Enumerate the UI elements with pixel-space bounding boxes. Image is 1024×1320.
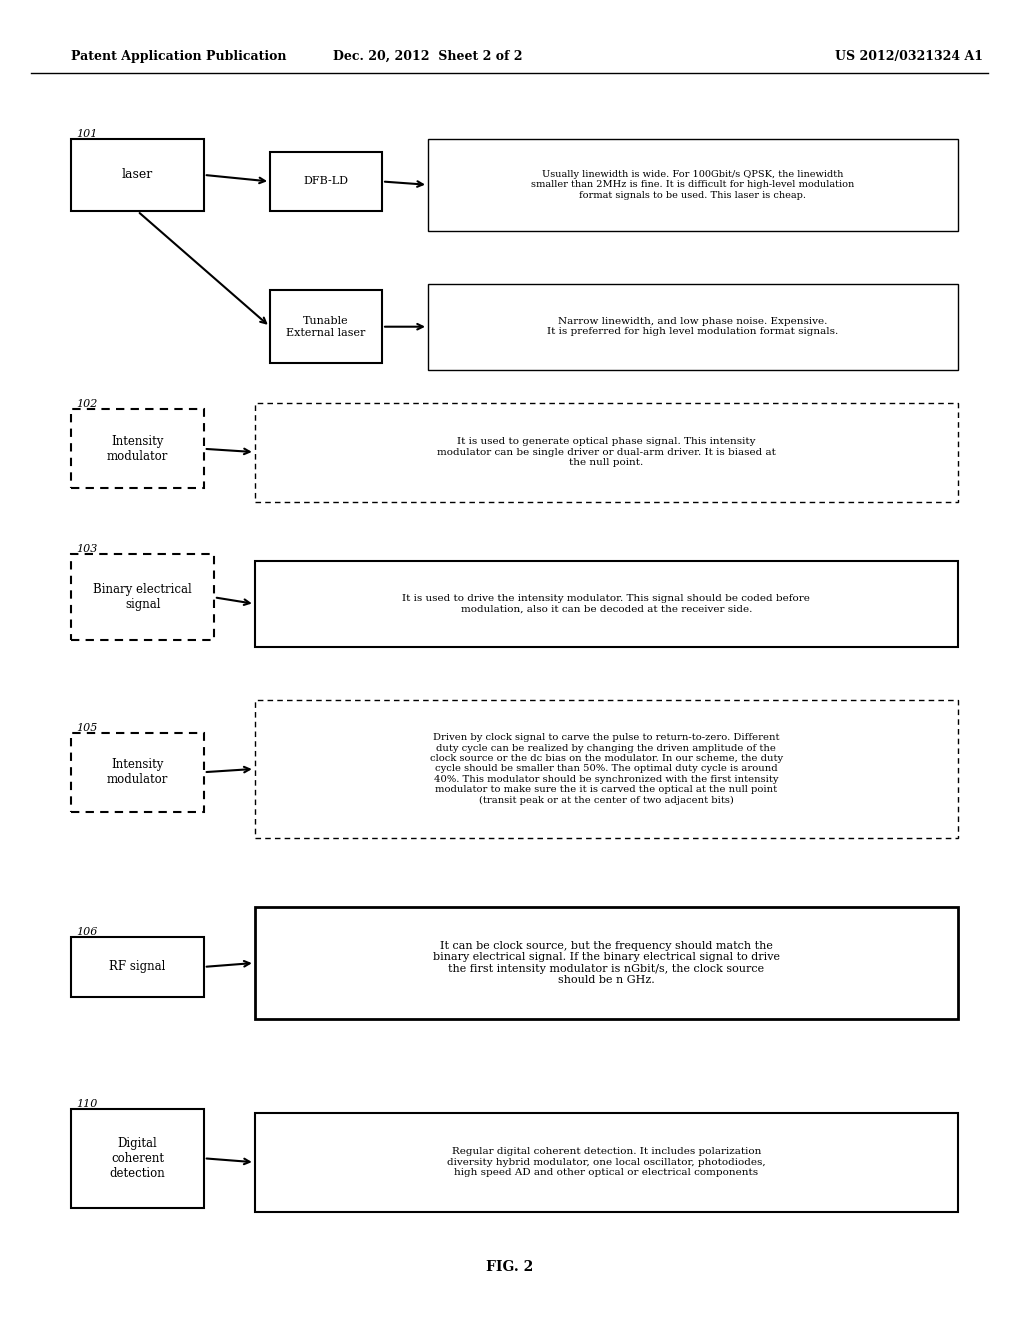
Text: Driven by clock signal to carve the pulse to return-to-zero. Different
duty cycl: Driven by clock signal to carve the puls… [430,733,782,805]
Bar [255,700,957,838]
Text: It is used to generate optical phase signal. This intensity
modulator can be sin: It is used to generate optical phase sig… [437,437,775,467]
Text: laser: laser [122,169,154,181]
Text: RF signal: RF signal [110,961,166,973]
Text: Usually linewidth is wide. For 100Gbit/s QPSK, the linewidth
smaller than 2MHz i: Usually linewidth is wide. For 100Gbit/s… [531,170,854,199]
Text: FIG. 2: FIG. 2 [485,1261,534,1274]
Text: Intensity
modulator: Intensity modulator [106,434,168,463]
Bar [270,152,382,211]
Text: Narrow linewidth, and low phase noise. Expensive.
It is preferred for high level: Narrow linewidth, and low phase noise. E… [547,317,839,337]
Text: It can be clock source, but the frequency should match the
binary electrical sig: It can be clock source, but the frequenc… [433,941,779,985]
Text: Binary electrical
signal: Binary electrical signal [93,583,193,611]
Text: DFB-LD: DFB-LD [303,177,348,186]
Text: Dec. 20, 2012  Sheet 2 of 2: Dec. 20, 2012 Sheet 2 of 2 [333,50,522,63]
Text: Tunable
External laser: Tunable External laser [287,315,366,338]
Bar [72,1109,204,1208]
Bar [428,284,957,370]
Text: Intensity
modulator: Intensity modulator [106,758,168,787]
Text: 110: 110 [77,1098,97,1109]
Text: Patent Application Publication: Patent Application Publication [72,50,287,63]
Bar [72,139,204,211]
Text: Digital
coherent
detection: Digital coherent detection [110,1137,166,1180]
Text: 102: 102 [77,399,97,409]
Bar [428,139,957,231]
Text: It is used to drive the intensity modulator. This signal should be coded before
: It is used to drive the intensity modula… [402,594,810,614]
Bar [255,403,957,502]
Text: Regular digital coherent detection. It includes polarization
diversity hybrid mo: Regular digital coherent detection. It i… [446,1147,766,1177]
Text: 106: 106 [77,927,97,937]
Bar [72,554,214,640]
Bar [255,1113,957,1212]
Bar [72,733,204,812]
Bar [72,937,204,997]
Text: 101: 101 [77,128,97,139]
Text: 103: 103 [77,544,97,554]
Bar [270,290,382,363]
Text: US 2012/0321324 A1: US 2012/0321324 A1 [836,50,983,63]
Bar [255,561,957,647]
Text: 105: 105 [77,722,97,733]
Bar [255,907,957,1019]
Bar [72,409,204,488]
